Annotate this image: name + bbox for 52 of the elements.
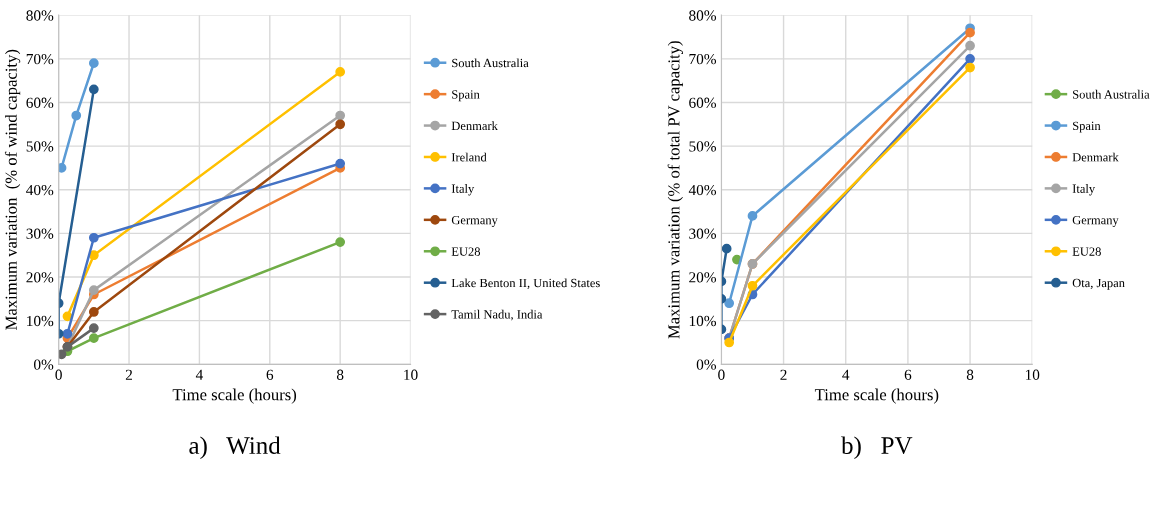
x-tick-label: 8 bbox=[336, 369, 344, 380]
x-tick-label: 6 bbox=[266, 369, 274, 380]
y-tick-label: 30% bbox=[689, 228, 717, 239]
x-tick-label: 4 bbox=[195, 369, 203, 380]
y-tick-label: 60% bbox=[26, 97, 54, 108]
y-tick-label: 80% bbox=[689, 10, 717, 21]
y-tick-label: 50% bbox=[26, 141, 54, 152]
y-tick-label: 70% bbox=[26, 53, 54, 65]
legend-label: Germany bbox=[451, 215, 498, 227]
legend-label: Spain bbox=[452, 90, 480, 102]
x-axis-title: Time scale (hours) bbox=[172, 388, 297, 404]
legend-label: Ireland bbox=[451, 152, 487, 162]
legend-label: South Australia bbox=[452, 58, 529, 68]
x-tick-label: 10 bbox=[1025, 369, 1040, 380]
y-tick-label: 0% bbox=[34, 359, 54, 370]
y-tick-label: 80% bbox=[26, 10, 54, 21]
legend-label: Lake Benton II, United States bbox=[451, 278, 600, 289]
y-tick-label: 50% bbox=[689, 141, 717, 152]
legend-label: Germany bbox=[1072, 215, 1119, 227]
y-tick-label: 60% bbox=[689, 97, 717, 108]
x-tick-label: 2 bbox=[125, 369, 133, 380]
y-tick-label: 10% bbox=[27, 315, 54, 327]
y-tick-label: 20% bbox=[689, 272, 717, 283]
x-tick-label: 6 bbox=[904, 369, 912, 380]
text: b) PV bbox=[841, 436, 913, 460]
y-tick-label: 10% bbox=[689, 315, 717, 327]
y-axis-title: Maximum variation (% of total PV capacity) bbox=[667, 41, 683, 339]
legend-label: South Australia bbox=[1073, 89, 1150, 99]
legend-label: Denmark bbox=[1072, 152, 1119, 162]
y-tick-label: 30% bbox=[26, 228, 54, 239]
x-tick-label: 4 bbox=[842, 369, 850, 380]
y-axis-title: Maximum variation (% of wind capacity) bbox=[4, 49, 21, 330]
legend-label: Italy bbox=[1072, 184, 1096, 196]
x-tick-label: 0 bbox=[718, 369, 725, 380]
legend-label: Spain bbox=[1073, 121, 1101, 133]
legend-label: Denmark bbox=[451, 121, 498, 131]
x-tick-label: 8 bbox=[966, 369, 974, 380]
legend-label: EU28 bbox=[1072, 247, 1101, 256]
y-tick-label: 20% bbox=[26, 272, 54, 283]
y-tick-label: 70% bbox=[689, 53, 717, 65]
x-tick-label: 10 bbox=[404, 369, 418, 380]
y-tick-label: 40% bbox=[688, 184, 717, 196]
y-tick-label: 0% bbox=[696, 359, 717, 370]
x-axis-title: Time scale (hours) bbox=[814, 388, 939, 404]
legend-label: Ota, Japan bbox=[1072, 278, 1125, 290]
text: a) Wind bbox=[189, 436, 281, 460]
legend-label: Italy bbox=[451, 184, 475, 196]
y-tick-label: 40% bbox=[26, 184, 54, 196]
x-tick-label: 0 bbox=[55, 369, 62, 380]
legend-label: EU28 bbox=[451, 247, 481, 256]
legend-label: Tamil Nadu, India bbox=[451, 309, 543, 321]
x-tick-label: 2 bbox=[780, 369, 787, 380]
